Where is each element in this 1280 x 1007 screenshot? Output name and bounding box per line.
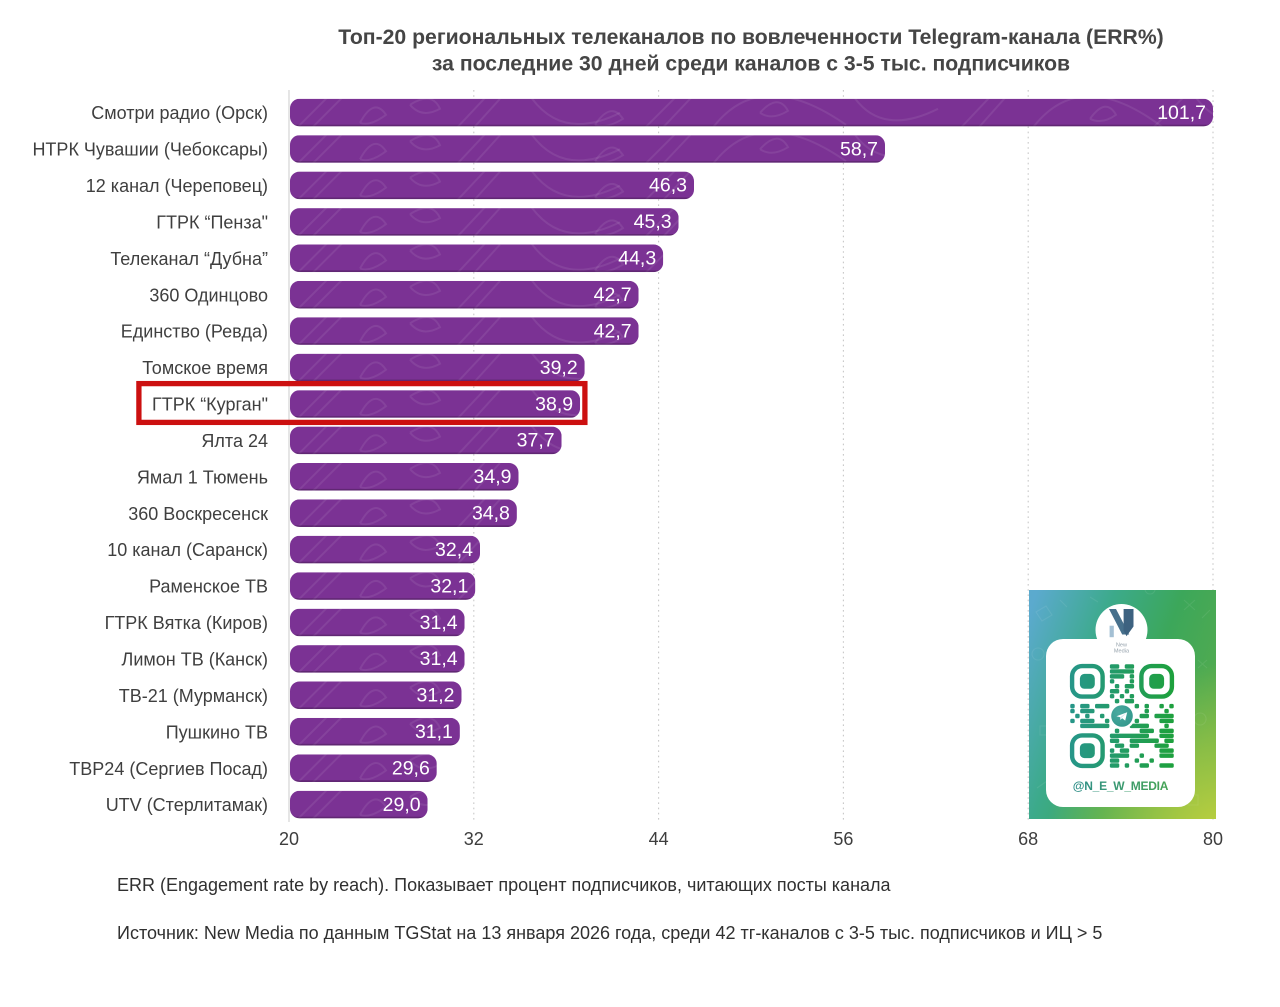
svg-text:31,2: 31,2 — [417, 685, 455, 707]
svg-text:34,8: 34,8 — [472, 503, 510, 525]
svg-text:32: 32 — [464, 829, 484, 849]
svg-text:ТВР24 (Сергиев Посад): ТВР24 (Сергиев Посад) — [69, 759, 268, 779]
svg-text:32,1: 32,1 — [430, 575, 468, 597]
svg-text:46,3: 46,3 — [649, 175, 687, 197]
svg-text:38,9: 38,9 — [535, 393, 573, 415]
svg-text:360 Воскресенск: 360 Воскресенск — [128, 504, 268, 524]
svg-text:42,7: 42,7 — [594, 284, 632, 306]
svg-text:58,7: 58,7 — [840, 138, 878, 160]
svg-text:за последние 30 дней среди кан: за последние 30 дней среди каналов с 3-5… — [432, 53, 1070, 76]
svg-text:32,4: 32,4 — [435, 539, 473, 561]
svg-text:Томское время: Томское время — [142, 358, 268, 378]
svg-text:New: New — [1116, 643, 1128, 649]
svg-text:Media: Media — [1114, 649, 1130, 655]
svg-text:10 канал (Саранск): 10 канал (Саранск) — [107, 540, 268, 560]
svg-text:НТРК Чувашии (Чебоксары): НТРК Чувашии (Чебоксары) — [32, 140, 268, 160]
svg-text:ТВ-21 (Мурманск): ТВ-21 (Мурманск) — [119, 686, 268, 706]
svg-text:Лимон ТВ (Канск): Лимон ТВ (Канск) — [122, 650, 269, 670]
svg-text:12 канал (Череповец): 12 канал (Череповец) — [86, 176, 268, 196]
svg-text:44: 44 — [649, 829, 669, 849]
svg-text:101,7: 101,7 — [1157, 102, 1206, 124]
svg-text:Телеканал “Дубна”: Телеканал “Дубна” — [110, 249, 268, 269]
svg-text:Пушкино ТВ: Пушкино ТВ — [166, 722, 268, 742]
svg-text:@N_E_W_MEDIA: @N_E_W_MEDIA — [1073, 779, 1169, 793]
svg-text:31,1: 31,1 — [415, 721, 453, 743]
svg-text:Топ-20 региональных телеканало: Топ-20 региональных телеканалов по вовле… — [338, 26, 1164, 49]
svg-text:ГТРК Вятка (Киров): ГТРК Вятка (Киров) — [105, 613, 268, 633]
svg-text:31,4: 31,4 — [420, 648, 458, 670]
svg-text:UTV (Стерлитамак): UTV (Стерлитамак) — [106, 795, 268, 815]
svg-text:31,4: 31,4 — [420, 612, 458, 634]
svg-text:Раменское ТВ: Раменское ТВ — [149, 577, 268, 597]
svg-text:Ялта 24: Ялта 24 — [201, 431, 268, 451]
svg-text:ГТРК “Пенза": ГТРК “Пенза" — [156, 213, 268, 233]
svg-text:ERR (Engagement rate by reach): ERR (Engagement rate by reach). Показыва… — [117, 875, 892, 895]
svg-text:44,3: 44,3 — [618, 248, 656, 270]
svg-text:80: 80 — [1203, 829, 1223, 849]
svg-text:39,2: 39,2 — [540, 357, 578, 379]
svg-text:Единство (Ревда): Единство (Ревда) — [121, 322, 268, 342]
svg-text:68: 68 — [1018, 829, 1038, 849]
svg-text:Ямал 1 Тюмень: Ямал 1 Тюмень — [137, 467, 268, 487]
svg-text:Источник: New Media по данным: Источник: New Media по данным TGStat на … — [117, 923, 1102, 943]
svg-text:45,3: 45,3 — [634, 211, 672, 233]
svg-text:20: 20 — [279, 829, 299, 849]
svg-text:37,7: 37,7 — [517, 430, 555, 452]
svg-text:29,6: 29,6 — [392, 758, 430, 780]
svg-text:360 Одинцово: 360 Одинцово — [149, 285, 268, 305]
svg-text:29,0: 29,0 — [383, 794, 421, 816]
svg-text:ГТРК “Курган": ГТРК “Курган" — [152, 395, 268, 415]
svg-text:56: 56 — [833, 829, 853, 849]
svg-text:Смотри радио (Орск): Смотри радио (Орск) — [91, 103, 268, 123]
svg-text:42,7: 42,7 — [594, 320, 632, 342]
svg-text:34,9: 34,9 — [474, 466, 512, 488]
